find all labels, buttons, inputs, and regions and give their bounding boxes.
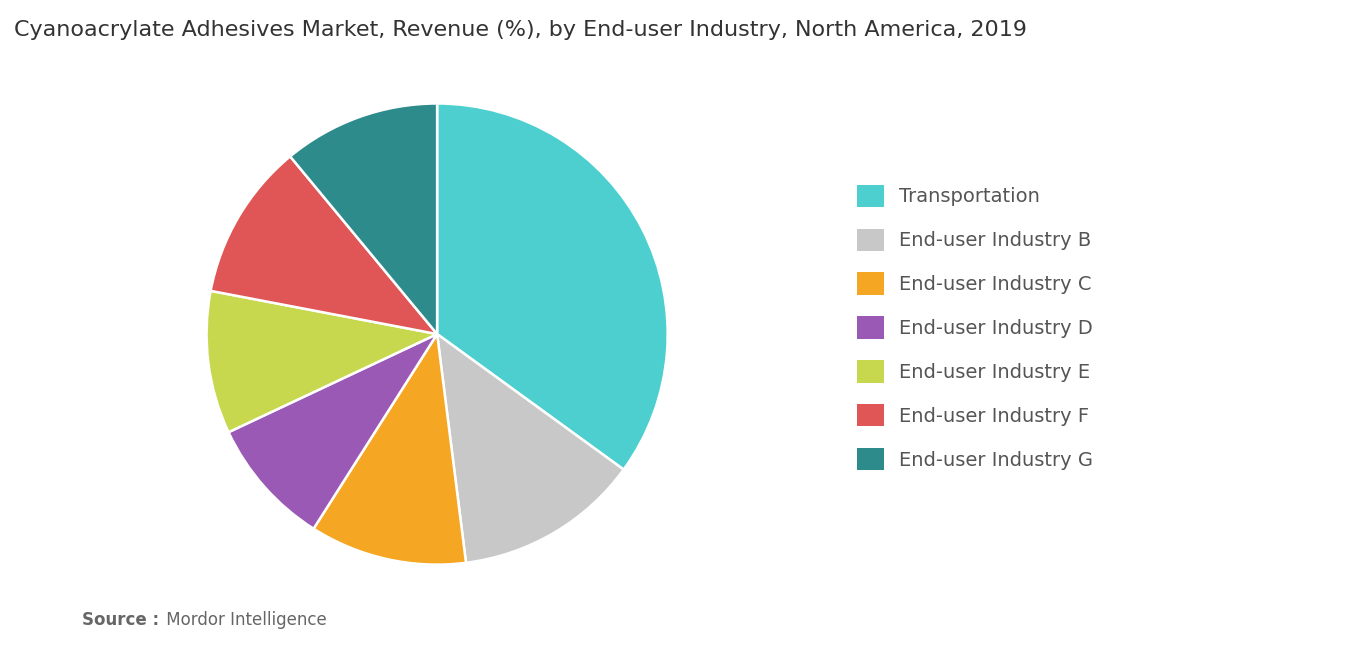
Wedge shape bbox=[314, 334, 466, 565]
Wedge shape bbox=[228, 334, 437, 529]
Wedge shape bbox=[210, 157, 437, 334]
Wedge shape bbox=[206, 291, 437, 432]
Text: Source :: Source : bbox=[82, 611, 158, 629]
Legend: Transportation, End-user Industry B, End-user Industry C, End-user Industry D, E: Transportation, End-user Industry B, End… bbox=[856, 185, 1093, 470]
Text: Mordor Intelligence: Mordor Intelligence bbox=[161, 611, 326, 629]
Wedge shape bbox=[290, 103, 437, 334]
Wedge shape bbox=[437, 334, 624, 563]
Wedge shape bbox=[437, 103, 668, 470]
Text: Cyanoacrylate Adhesives Market, Revenue (%), by End-user Industry, North America: Cyanoacrylate Adhesives Market, Revenue … bbox=[14, 20, 1027, 40]
